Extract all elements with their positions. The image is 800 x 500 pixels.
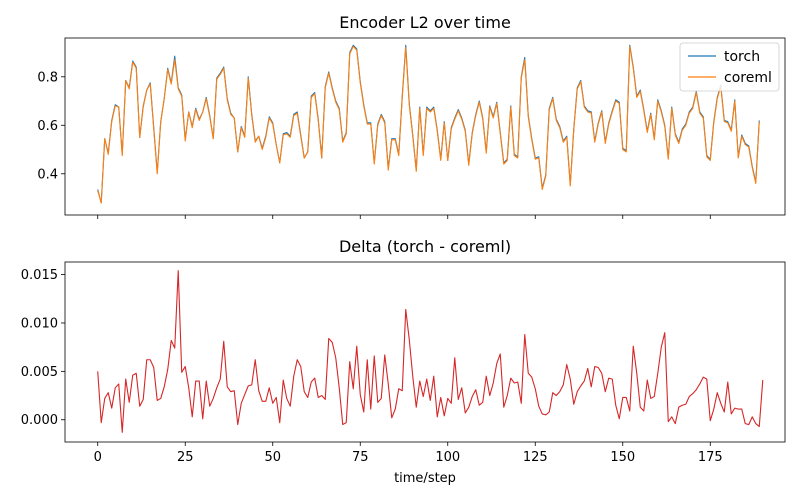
bottom-x-tick-label: 150 [610,450,635,465]
top-panel: Encoder L2 over time 0.4 0.6 0.8 torch cor… [37,13,786,219]
legend-label-coreml: coreml [724,70,772,86]
top-series-line-coreml [97,45,760,204]
bottom-x-axis-label: time/step [394,471,456,486]
bottom-plot-area: 0 25 50 75 100 125 150 175 0.000 0.005 0.010 0.015 [21,268,764,465]
bottom-x-tick-label: 25 [177,450,194,465]
legend-label-torch: torch [724,49,760,65]
bottom-x-tick-label: 100 [435,450,460,465]
top-y-tick-label: 0.4 [37,167,58,182]
bottom-y-tick-label: 0.010 [21,316,58,331]
bottom-panel: Delta (torch - coreml) 0 25 50 75 100 125 150 1… [21,237,786,486]
bottom-y-tick-label: 0.005 [21,365,58,380]
top-y-tick-label: 0.6 [37,119,58,134]
bottom-axes-frame [64,261,786,443]
top-y-tick-label: 0.8 [37,70,58,85]
bottom-chart-title: Delta (torch - coreml) [339,237,511,256]
bottom-x-tick-label: 125 [523,450,548,465]
top-axes-frame [64,37,786,216]
legend-box [679,42,780,92]
bottom-x-tick-label: 0 [94,450,102,465]
bottom-x-tick-label: 50 [264,450,281,465]
bottom-x-tick-label: 75 [352,450,369,465]
bottom-y-tick-label: 0.015 [21,268,58,283]
top-legend: torch coreml [679,42,780,92]
top-plot-area: 0.4 0.6 0.8 [37,44,760,219]
top-chart-title: Encoder L2 over time [339,13,511,32]
bottom-y-tick-label: 0.000 [21,413,58,428]
bottom-series-line-delta [97,270,764,433]
bottom-x-tick-label: 175 [698,450,723,465]
